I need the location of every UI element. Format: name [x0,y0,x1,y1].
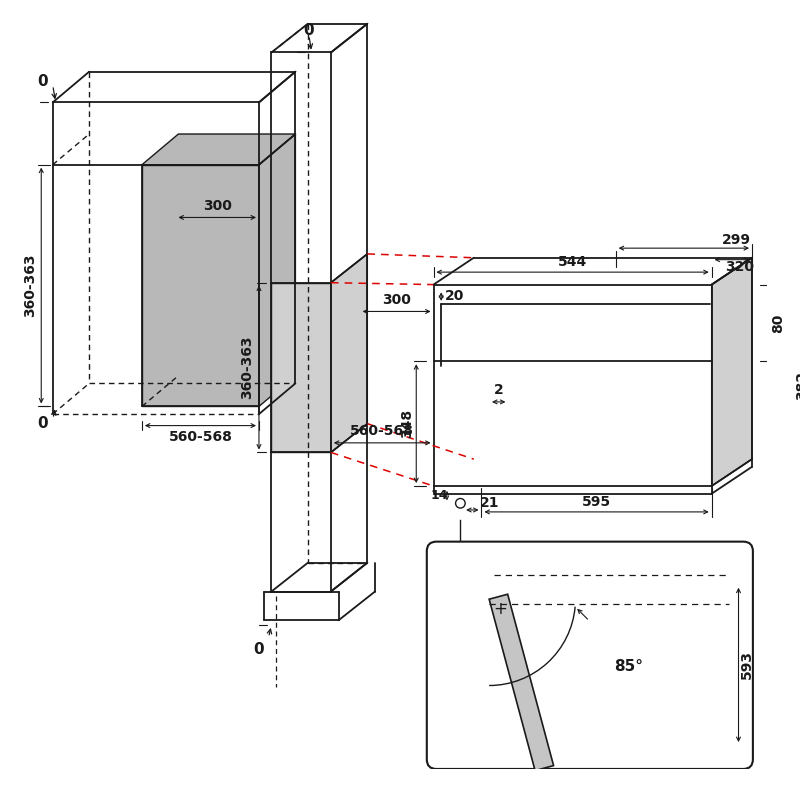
Text: 544: 544 [558,254,587,268]
Polygon shape [259,134,295,407]
Text: 0: 0 [303,23,314,38]
Text: 85°: 85° [614,659,642,674]
Text: 360-363: 360-363 [241,336,254,400]
Text: 560-568: 560-568 [169,430,232,444]
Text: 300: 300 [382,293,411,307]
Text: 382: 382 [795,371,800,400]
Text: 2: 2 [494,383,504,397]
Text: +: + [494,600,507,618]
Text: 560-568: 560-568 [350,425,414,438]
Text: 0: 0 [37,74,47,89]
Polygon shape [489,594,554,771]
Text: 595: 595 [582,495,611,509]
Text: 21: 21 [479,496,499,510]
Text: 593: 593 [740,651,754,679]
Polygon shape [142,165,259,407]
Text: 299: 299 [722,232,751,246]
Text: 20: 20 [445,289,464,303]
Text: 0: 0 [37,416,47,431]
FancyBboxPatch shape [426,542,753,769]
Text: 14: 14 [430,489,448,502]
Text: 0: 0 [254,641,264,656]
Text: 80: 80 [771,313,785,333]
Text: 360-363: 360-363 [22,254,37,317]
Text: 320: 320 [725,261,754,274]
Text: 300: 300 [202,199,232,213]
Polygon shape [712,257,752,486]
Polygon shape [331,254,367,452]
Polygon shape [142,134,295,165]
Text: 348: 348 [401,409,414,438]
Polygon shape [271,283,331,452]
